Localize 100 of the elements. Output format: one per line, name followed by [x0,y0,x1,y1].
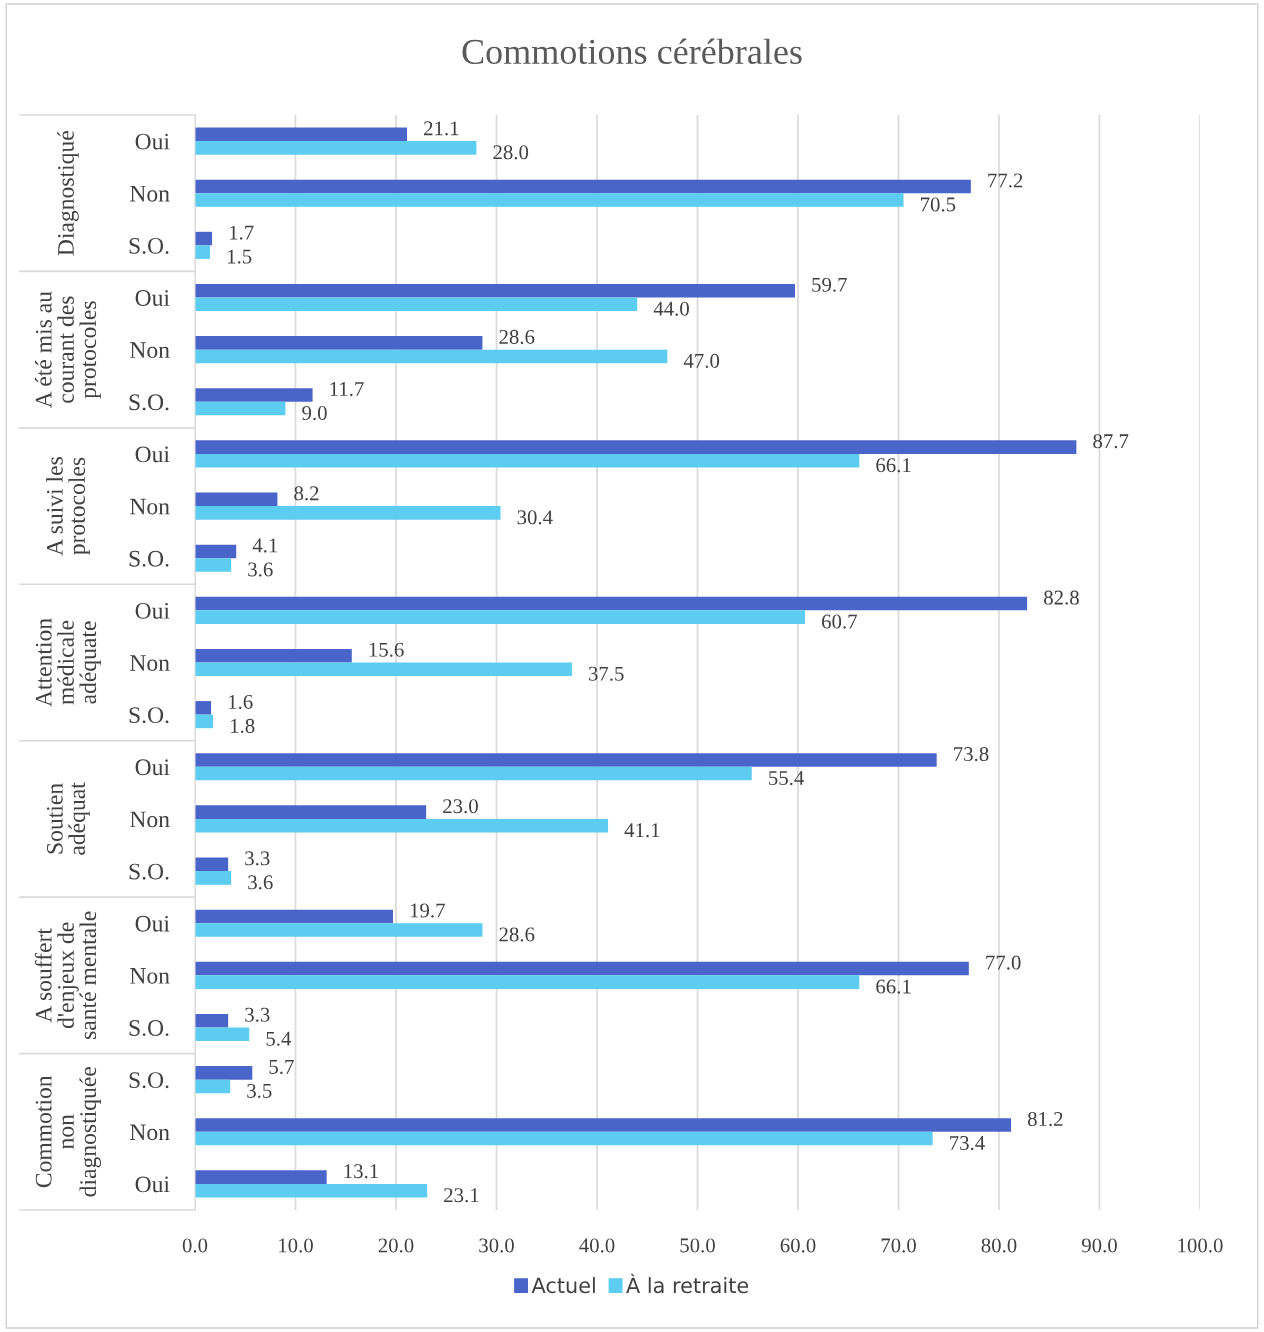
data-label: 19.7 [410,903,445,918]
bar [195,857,229,872]
bar [195,283,795,298]
x-tick-label: 80.0 [981,1238,1017,1253]
bar [195,349,668,364]
data-label: 28.6 [499,927,535,942]
data-label: 66.1 [876,979,911,994]
bar [195,596,1028,611]
y-tick-label: Non [130,342,170,359]
x-tick-label: 100.0 [1178,1238,1223,1253]
y-tick-label: S.O. [129,1020,169,1037]
bar [195,245,211,259]
bar [195,1118,1012,1132]
y-tick-label: Oui [135,133,170,150]
x-tick-label: 10.0 [279,1238,313,1253]
data-label: 87.7 [1093,434,1129,449]
data-label: 4.1 [252,538,278,553]
y-tick-label: Oui [135,602,170,619]
chart-title: Commotions cérébrales [462,38,802,65]
data-label: 66.1 [876,458,911,473]
data-label: 5.7 [269,1060,294,1074]
bar [195,610,806,624]
data-label: 60.7 [822,614,857,629]
data-label: 1.5 [227,249,252,264]
legend-label: À la retraite [626,1273,749,1294]
bar [195,1183,428,1198]
bar [195,127,408,142]
y-tick-label: S.O. [129,1072,169,1089]
x-tick-label: 0.0 [182,1238,208,1253]
bar [195,714,214,729]
data-label: 15.6 [369,642,404,657]
bar [195,818,609,833]
data-label: 73.4 [950,1136,985,1151]
bar [195,179,971,194]
data-label: 21.1 [424,121,459,136]
x-tick-label: 20.0 [378,1238,414,1253]
text: Diagnostiqué [57,131,79,256]
x-tick-label: 50.0 [680,1238,715,1253]
y-tick-label: Non [130,655,170,671]
data-label: 5.4 [266,1031,292,1046]
bar [195,648,352,663]
y-tick-label: S.O. [129,863,169,880]
data-label: 23.1 [444,1188,479,1203]
x-tick-label: 60.0 [780,1238,816,1253]
text: Soutien adéquat [46,782,90,855]
data-label: 1.6 [228,694,253,709]
text: A été mis au courant des protocoles [35,291,101,409]
bar [195,453,860,468]
data-label: 3.3 [245,1007,270,1022]
y-tick-label: Non [130,185,170,202]
y-tick-label: Non [130,1124,170,1141]
data-label: 3.5 [247,1083,272,1098]
data-label: 55.4 [769,771,804,786]
data-label: 3.6 [248,562,273,577]
bar [195,506,501,520]
data-label: 23.0 [443,799,478,814]
bar [195,1013,229,1028]
bar [195,231,213,246]
y-tick-label: Oui [135,446,170,463]
bar [195,297,638,312]
data-label: 30.4 [517,510,553,525]
bar [195,1066,253,1080]
data-label: 73.8 [954,746,989,762]
data-label: 8.2 [294,486,319,501]
y-tick-label: S.O. [129,707,169,724]
bar [195,753,937,767]
bar [195,1079,231,1094]
data-label: 77.2 [988,173,1023,188]
text: Commotion non diagnostiquée [35,1067,101,1197]
bar [195,336,483,350]
data-label: 59.7 [812,277,847,292]
bar [195,909,393,924]
data-label: 70.5 [920,197,956,212]
data-label: 1.7 [230,225,254,240]
data-label: 37.5 [588,666,624,681]
y-tick-label: Oui [135,290,170,306]
bar [195,544,237,559]
data-label: 3.6 [248,875,273,890]
data-label: 11.7 [330,382,364,397]
data-label: 3.3 [245,851,270,866]
data-label: 77.0 [986,955,1021,970]
data-label: 13.1 [344,1164,378,1179]
y-tick-label: Oui [135,759,170,776]
bar [195,1131,933,1146]
bar [195,805,427,819]
bar [195,193,904,207]
legend-label: Actuel [531,1277,595,1294]
bar [195,1170,327,1184]
text: A souffert d'enjeux de santé mentale [34,911,97,1039]
bar [195,492,278,507]
bar [195,766,752,781]
bar [195,975,860,989]
bar [195,558,232,572]
y-tick-label: S.O. [129,394,169,411]
y-tick-label: Non [130,968,170,984]
y-tick-label: Oui [135,915,170,932]
data-label: 82.8 [1044,590,1079,605]
x-tick-label: 70.0 [881,1238,916,1253]
data-label: 41.1 [624,823,660,838]
data-label: 47.0 [683,353,720,368]
